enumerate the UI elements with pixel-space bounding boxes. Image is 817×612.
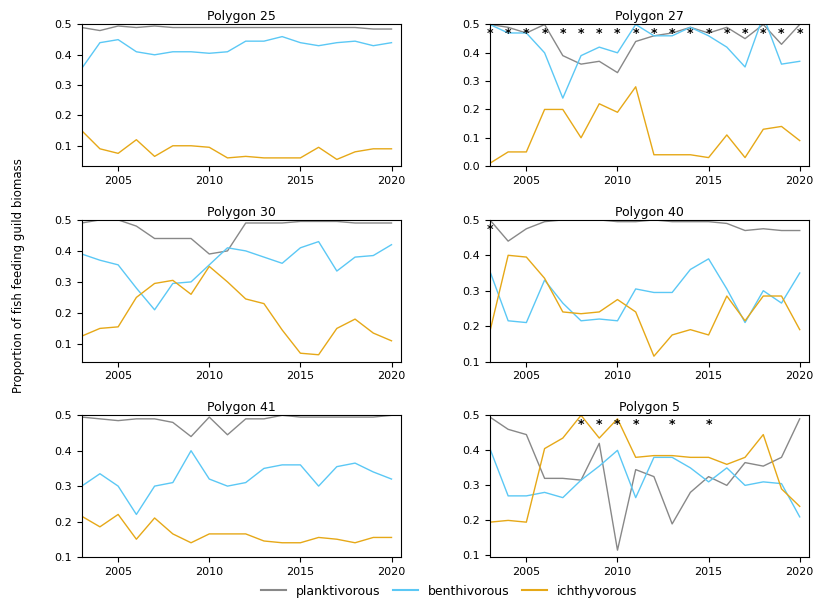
Text: *: * [523, 28, 529, 40]
Text: *: * [650, 28, 657, 40]
Text: *: * [632, 28, 639, 40]
Text: *: * [596, 418, 602, 431]
Text: *: * [742, 28, 748, 40]
Text: *: * [669, 418, 676, 431]
Text: *: * [724, 28, 730, 40]
Legend: planktivorous, benthivorous, ichthyvorous: planktivorous, benthivorous, ichthyvorou… [256, 580, 643, 603]
Text: *: * [487, 223, 493, 236]
Text: *: * [705, 28, 712, 40]
Text: *: * [797, 28, 803, 40]
Text: *: * [614, 28, 621, 40]
Text: *: * [779, 28, 785, 40]
Title: Polygon 30: Polygon 30 [207, 206, 275, 218]
Text: *: * [542, 28, 548, 40]
Text: *: * [669, 28, 676, 40]
Text: *: * [632, 418, 639, 431]
Title: Polygon 40: Polygon 40 [615, 206, 684, 218]
Text: *: * [578, 28, 584, 40]
Text: *: * [578, 418, 584, 431]
Text: *: * [596, 28, 602, 40]
Title: Polygon 25: Polygon 25 [207, 10, 275, 23]
Text: *: * [705, 418, 712, 431]
Title: Polygon 5: Polygon 5 [618, 401, 680, 414]
Title: Polygon 27: Polygon 27 [615, 10, 684, 23]
Text: *: * [560, 28, 566, 40]
Text: Proportion of fish feeding guild biomass: Proportion of fish feeding guild biomass [12, 158, 25, 393]
Text: *: * [687, 28, 694, 40]
Text: *: * [760, 28, 766, 40]
Text: *: * [505, 28, 511, 40]
Text: *: * [614, 418, 621, 431]
Text: *: * [487, 28, 493, 40]
Title: Polygon 41: Polygon 41 [207, 401, 275, 414]
